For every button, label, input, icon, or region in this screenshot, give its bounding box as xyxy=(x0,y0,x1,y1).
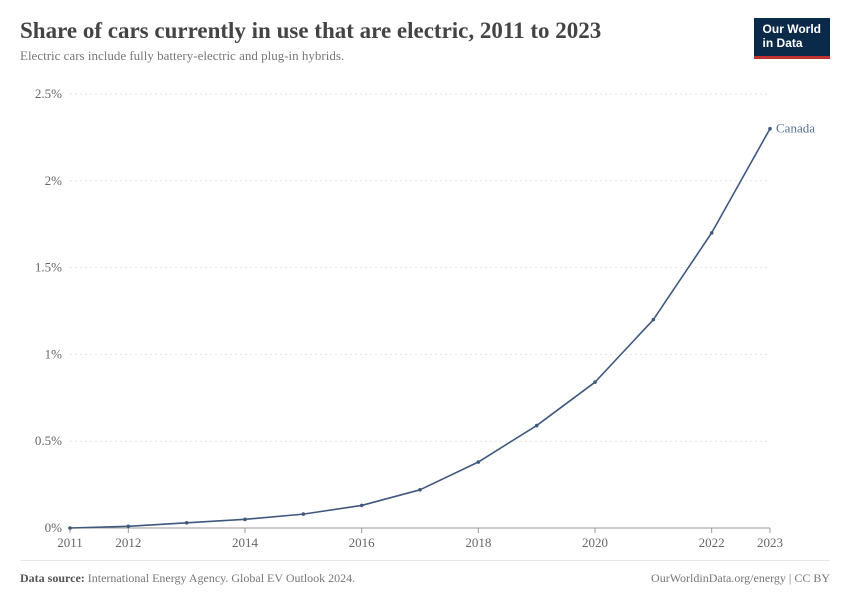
logo-line1: Our World xyxy=(763,22,821,36)
svg-text:2018: 2018 xyxy=(465,535,491,550)
svg-text:2.5%: 2.5% xyxy=(35,86,62,101)
svg-text:2012: 2012 xyxy=(115,535,141,550)
line-chart-svg: 0% 0.5% 1% 1.5% 2% 2.5% 2011 2012 2014 2016 2018 20… xyxy=(20,86,830,556)
svg-text:0%: 0% xyxy=(45,520,63,535)
logo-line2: in Data xyxy=(763,36,803,50)
svg-text:2016: 2016 xyxy=(349,535,376,550)
title-block: Share of cars currently in use that are … xyxy=(20,18,744,64)
svg-text:2020: 2020 xyxy=(582,535,608,550)
source-label: Data source: xyxy=(20,571,85,585)
chart-title: Share of cars currently in use that are … xyxy=(20,18,744,44)
footer: Data source: International Energy Agency… xyxy=(20,560,830,586)
chart-container: Share of cars currently in use that are … xyxy=(0,0,850,600)
svg-text:1.5%: 1.5% xyxy=(35,260,62,275)
attribution: OurWorldinData.org/energy | CC BY xyxy=(651,571,830,586)
svg-text:2011: 2011 xyxy=(57,535,83,550)
svg-text:0.5%: 0.5% xyxy=(35,433,62,448)
data-source: Data source: International Energy Agency… xyxy=(20,571,355,586)
svg-text:1%: 1% xyxy=(45,346,63,361)
svg-text:2023: 2023 xyxy=(757,535,783,550)
header: Share of cars currently in use that are … xyxy=(20,18,830,64)
owid-logo: Our World in Data xyxy=(754,18,830,59)
source-text: International Energy Agency. Global EV O… xyxy=(85,571,355,585)
svg-text:2014: 2014 xyxy=(232,535,259,550)
chart-subtitle: Electric cars include fully battery-elec… xyxy=(20,48,744,64)
svg-text:Canada: Canada xyxy=(776,121,815,136)
svg-text:2%: 2% xyxy=(45,173,63,188)
chart-area: 0% 0.5% 1% 1.5% 2% 2.5% 2011 2012 2014 2016 2018 20… xyxy=(20,86,830,556)
svg-text:2022: 2022 xyxy=(699,535,725,550)
